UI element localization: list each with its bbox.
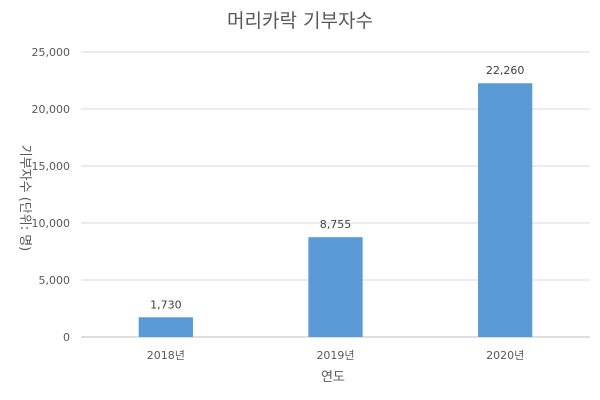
data-label: 22,260 xyxy=(486,64,525,77)
y-tick-label: 20,000 xyxy=(32,103,71,116)
y-tick-label: 0 xyxy=(63,331,70,344)
bar xyxy=(138,317,193,337)
y-tick-label: 25,000 xyxy=(32,46,71,59)
y-axis-ticks: 0 5,000 10,000 15,000 20,000 25,000 xyxy=(32,46,71,344)
y-tick-label: 5,000 xyxy=(39,274,71,287)
y-tick-label: 10,000 xyxy=(32,217,71,230)
y-axis-title: 기부자수 (단위: 명) xyxy=(17,145,32,252)
x-tick-label: 2018년 xyxy=(147,349,185,362)
y-tick-label: 15,000 xyxy=(32,160,71,173)
bar xyxy=(478,83,533,338)
bar xyxy=(308,237,363,337)
x-axis-title: 연도 xyxy=(321,370,345,385)
data-label: 1,730 xyxy=(150,298,182,311)
chart-title: 머리카락 기부자수 xyxy=(227,10,373,32)
data-labels: 1,730 8,755 22,260 xyxy=(150,64,524,311)
data-label: 8,755 xyxy=(320,218,352,231)
x-axis-ticks: 2018년 2019년 2020년 xyxy=(147,349,524,362)
x-tick-label: 2020년 xyxy=(486,349,524,362)
bars xyxy=(138,83,533,338)
x-tick-label: 2019년 xyxy=(316,349,354,362)
